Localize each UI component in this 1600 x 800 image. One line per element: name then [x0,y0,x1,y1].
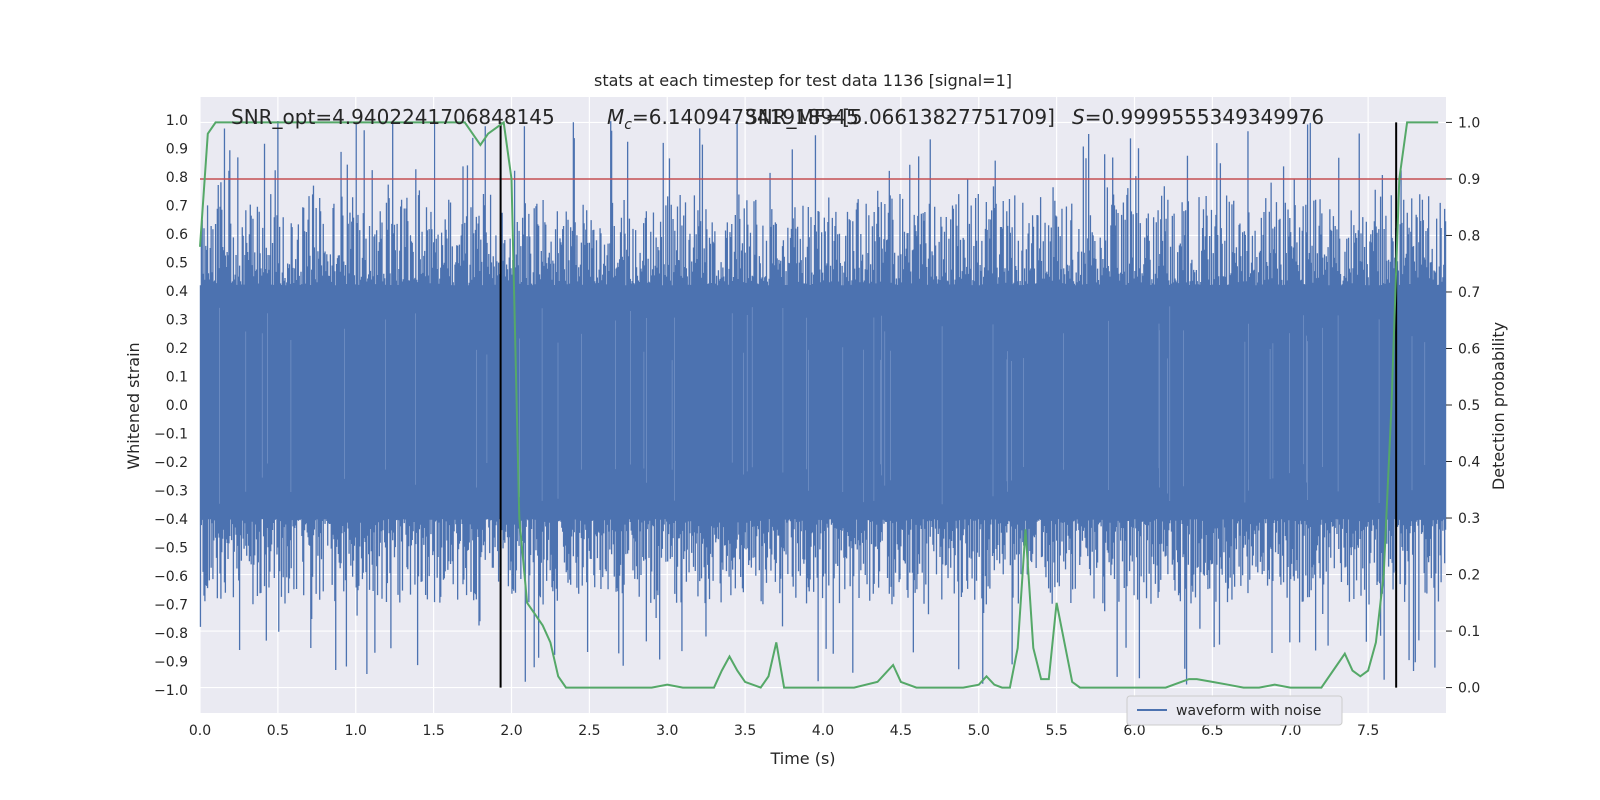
x-tick-label: 1.0 [345,723,367,739]
left-y-tick-label: 0.4 [166,284,188,300]
left-y-tick-label: −0.1 [154,427,188,443]
right-y-tick-label: 1.0 [1458,115,1480,131]
right-y-tick-label: 0.8 [1458,228,1480,244]
legend-label: waveform with noise [1176,703,1321,719]
snr-annotation: SNR_opt=4.9402241706848145 [231,105,555,129]
right-y-tick-label: 0.4 [1458,455,1480,471]
x-tick-label: 7.5 [1357,723,1379,739]
right-y-tick-label: 0.3 [1458,511,1480,527]
left-y-tick-label: 0.8 [166,170,188,186]
x-tick-label: 5.0 [968,723,990,739]
left-y-tick-label: −0.7 [154,598,188,614]
x-axis-ticks: 0.0 0.5 1.0 1.5 2.0 2.5 3.0 3.5 4.0 4.5 5.0 5.5 6.0 6… [189,723,1379,739]
left-y-tick-label: −0.4 [154,512,188,528]
legend: waveform with noise [1126,695,1343,726]
left-y-tick-label: 0.7 [166,198,188,214]
x-tick-label: 3.0 [656,723,678,739]
mc-annotation-value: =6.140947341918945 [632,105,859,129]
x-tick-label: 3.5 [734,723,756,739]
snr-mf-annotation: SNR_MF=[5.06613827751709] [745,105,1055,129]
right-y-tick-label: 0.0 [1458,681,1480,697]
x-tick-label: 0.5 [267,723,289,739]
right-y-tick-label: 0.1 [1458,624,1480,640]
x-tick-label: 4.5 [890,723,912,739]
right-y-tick-label: 0.6 [1458,341,1480,357]
left-y-tick-label: −0.3 [154,484,188,500]
s-annotation-value: =0.9999555349349976 [1085,105,1324,129]
mc-annotation: Mc=6.140947341918945 [607,105,859,133]
waveform-series [199,120,1447,685]
chart-title: stats at each timestep for test data 113… [594,71,1012,90]
right-y-tick-label: 0.2 [1458,568,1480,584]
right-y-tick-label: 0.5 [1458,398,1480,414]
x-tick-label: 0.0 [189,723,211,739]
left-y-tick-label: 0.2 [166,341,188,357]
s-annotation: S=0.9999555349349976 [1072,105,1324,129]
right-y-axis-label: Detection probability [1489,322,1508,490]
x-tick-label: 5.5 [1045,723,1067,739]
x-tick-label: 2.5 [578,723,600,739]
left-y-tick-label: −0.2 [154,455,188,471]
legend-box [1126,695,1343,726]
left-y-tick-label: −0.8 [154,626,188,642]
left-y-tick-label: 0.9 [166,141,188,157]
x-tick-label: 6.5 [1201,723,1223,739]
left-y-tick-label: 1.0 [166,113,188,129]
overlay-lines [200,122,1446,688]
left-y-axis-ticks: 1.0 0.9 0.8 0.7 0.6 0.5 0.4 0.3 0.2 0.1 0.0 −0.1 −0.… [154,113,188,699]
left-y-tick-label: 0.5 [166,255,188,271]
right-y-tick-label: 0.7 [1458,285,1480,301]
left-y-tick-label: 0.0 [166,398,188,414]
left-y-tick-label: −1.0 [154,683,188,699]
left-y-tick-label: 0.6 [166,227,188,243]
x-tick-label: 4.0 [812,723,834,739]
detection-probability-line [199,120,1439,689]
left-y-tick-label: 0.1 [166,369,188,385]
left-y-tick-label: −0.9 [154,655,188,671]
x-axis-label: Time (s) [769,749,835,768]
left-y-tick-label: −0.5 [154,541,188,557]
x-tick-label: 6.0 [1123,723,1145,739]
x-tick-label: 7.0 [1279,723,1301,739]
x-tick-label: 1.5 [422,723,444,739]
x-tick-label: 2.0 [500,723,522,739]
left-y-tick-label: 0.3 [166,312,188,328]
left-y-tick-label: −0.6 [154,569,188,585]
left-y-axis-label: Whitened strain [124,342,143,469]
right-y-tick-label: 0.9 [1458,172,1480,188]
right-y-axis-ticks: 1.0 0.9 0.8 0.7 0.6 0.5 0.4 0.3 0.2 0.1 0.0 [1446,115,1480,697]
